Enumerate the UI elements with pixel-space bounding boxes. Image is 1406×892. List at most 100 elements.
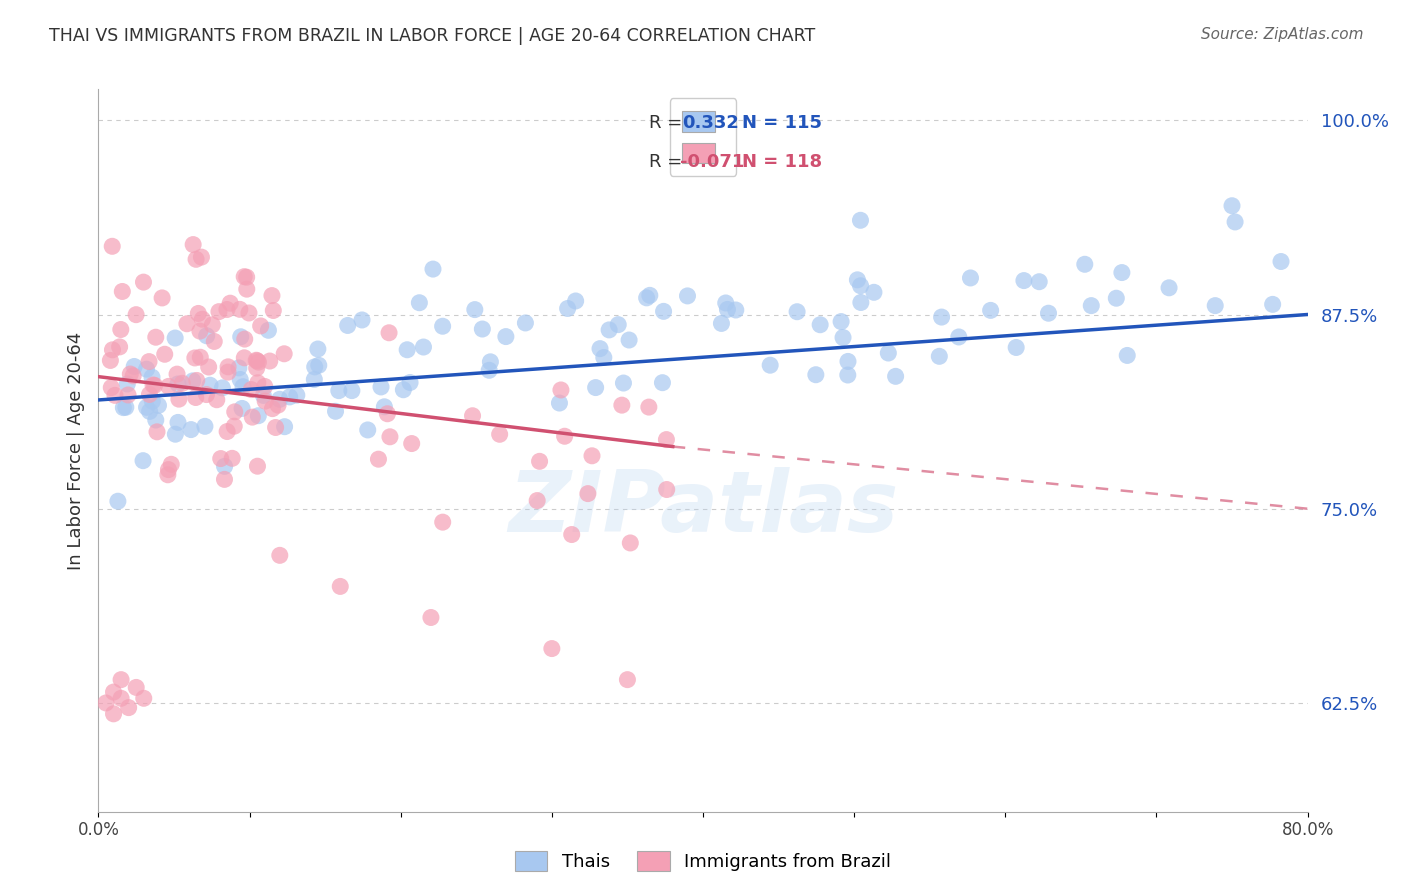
Point bbox=[786, 304, 808, 318]
Point bbox=[273, 347, 295, 361]
Point bbox=[262, 303, 284, 318]
Point bbox=[724, 303, 747, 318]
Point bbox=[412, 340, 434, 354]
Text: 0.332: 0.332 bbox=[682, 114, 740, 133]
Legend: , : , bbox=[669, 98, 737, 176]
Point bbox=[589, 342, 612, 356]
Point bbox=[233, 351, 256, 365]
Point bbox=[592, 351, 614, 365]
Point bbox=[184, 391, 207, 405]
Point bbox=[246, 353, 269, 368]
Point bbox=[240, 410, 263, 425]
Point bbox=[145, 413, 167, 427]
Point bbox=[148, 398, 170, 412]
Text: N = 115: N = 115 bbox=[742, 114, 821, 133]
Point bbox=[214, 472, 236, 486]
Point bbox=[108, 340, 131, 354]
Point bbox=[252, 388, 274, 402]
Point bbox=[837, 368, 859, 382]
Point bbox=[526, 493, 548, 508]
Point bbox=[1012, 274, 1035, 288]
Point bbox=[233, 332, 256, 346]
Point bbox=[267, 398, 290, 412]
Point bbox=[217, 425, 239, 439]
Point bbox=[554, 429, 576, 443]
Point bbox=[495, 329, 517, 343]
Point bbox=[304, 359, 326, 374]
Point bbox=[884, 369, 907, 384]
Point bbox=[187, 306, 209, 320]
Point bbox=[357, 423, 380, 437]
Text: -0.071: -0.071 bbox=[681, 153, 744, 170]
Point bbox=[211, 381, 233, 395]
Point bbox=[246, 376, 269, 390]
Point bbox=[214, 459, 236, 474]
Point bbox=[804, 368, 827, 382]
Point bbox=[515, 316, 537, 330]
Point bbox=[616, 673, 638, 687]
Point bbox=[550, 383, 572, 397]
Point bbox=[336, 318, 359, 333]
Point bbox=[846, 273, 869, 287]
Point bbox=[132, 691, 155, 706]
Point bbox=[837, 354, 859, 368]
Point bbox=[830, 315, 852, 329]
Point bbox=[377, 407, 399, 421]
Point bbox=[167, 376, 190, 391]
Point bbox=[1220, 199, 1243, 213]
Point bbox=[153, 347, 176, 361]
Text: Source: ZipAtlas.com: Source: ZipAtlas.com bbox=[1201, 27, 1364, 42]
Point bbox=[112, 401, 135, 415]
Point bbox=[714, 296, 737, 310]
Point bbox=[125, 681, 148, 695]
Point bbox=[863, 285, 886, 300]
Point bbox=[307, 342, 329, 356]
Point bbox=[610, 398, 633, 412]
Point bbox=[1074, 257, 1097, 271]
Point bbox=[184, 252, 207, 267]
Point bbox=[166, 367, 188, 381]
Point bbox=[208, 304, 231, 318]
Point bbox=[1028, 275, 1050, 289]
Point bbox=[849, 278, 872, 293]
Point bbox=[247, 355, 270, 369]
Point bbox=[138, 387, 160, 401]
Point bbox=[186, 374, 208, 388]
Point bbox=[135, 401, 157, 415]
Point bbox=[94, 696, 117, 710]
Point bbox=[422, 262, 444, 277]
Point bbox=[165, 427, 187, 442]
Point bbox=[378, 430, 401, 444]
Point bbox=[125, 308, 148, 322]
Point bbox=[370, 380, 392, 394]
Point bbox=[1080, 299, 1102, 313]
Text: N = 118: N = 118 bbox=[742, 153, 823, 170]
Point bbox=[676, 289, 699, 303]
Point bbox=[849, 213, 872, 227]
Point bbox=[432, 515, 454, 529]
Point bbox=[1270, 254, 1292, 268]
Point bbox=[269, 392, 291, 407]
Point bbox=[229, 330, 252, 344]
Point bbox=[240, 383, 263, 397]
Point bbox=[325, 404, 347, 418]
Point bbox=[367, 452, 389, 467]
Point bbox=[181, 374, 204, 388]
Point bbox=[167, 392, 190, 406]
Point bbox=[612, 376, 634, 390]
Point bbox=[215, 302, 238, 317]
Point bbox=[246, 459, 269, 474]
Point bbox=[180, 423, 202, 437]
Text: ZIPatlas: ZIPatlas bbox=[508, 467, 898, 549]
Point bbox=[540, 641, 562, 656]
Point bbox=[236, 282, 259, 296]
Point bbox=[201, 318, 224, 332]
Point bbox=[143, 378, 166, 392]
Text: THAI VS IMMIGRANTS FROM BRAZIL IN LABOR FORCE | AGE 20-64 CORRELATION CHART: THAI VS IMMIGRANTS FROM BRAZIL IN LABOR … bbox=[49, 27, 815, 45]
Point bbox=[1105, 291, 1128, 305]
Point bbox=[135, 362, 157, 376]
Point bbox=[262, 401, 284, 416]
Point bbox=[1038, 306, 1060, 320]
Point bbox=[638, 288, 661, 302]
Point bbox=[191, 312, 214, 326]
